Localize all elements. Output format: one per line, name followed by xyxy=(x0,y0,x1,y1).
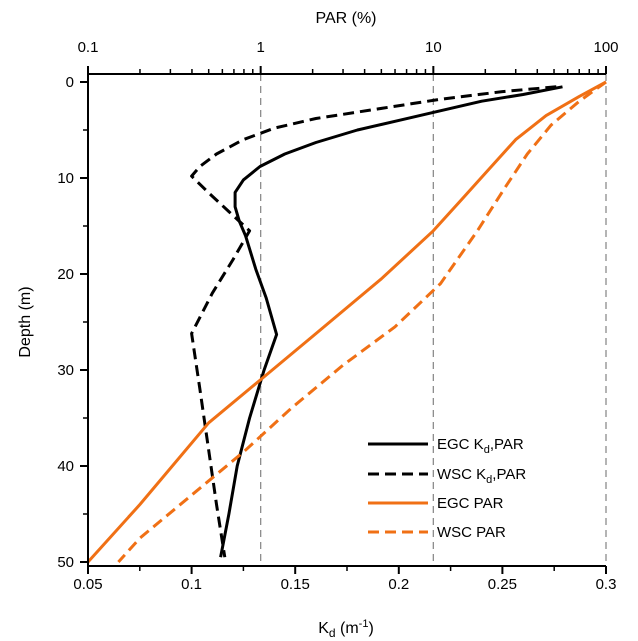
series-line-0 xyxy=(219,85,563,558)
legend-label-egc-kd: EGC Kd,PAR xyxy=(437,436,524,456)
bottom-tick-label-3: 0.2 xyxy=(388,576,409,593)
y-tick-label-2: 20 xyxy=(57,266,74,283)
series-line-3 xyxy=(117,80,607,564)
bottom-tick-label-0: 0.05 xyxy=(73,576,102,593)
grid-layer xyxy=(260,74,607,566)
top-tick-label-2: 10 xyxy=(425,39,442,56)
legend-label-wsc-kd: WSC Kd,PAR xyxy=(437,466,526,486)
top-tick-label-0: 0.1 xyxy=(78,39,99,56)
bottom-axis-title-end: ) xyxy=(368,620,373,637)
y-tick-label-5: 50 xyxy=(57,554,74,571)
axes-layer: 0.05 0.1 0.15 0.2 0.25 0.3 0.1 1 10 100 0 10 20 30 40 5… xyxy=(57,39,618,593)
legend-label-wsc-par: WSC PAR xyxy=(437,524,506,541)
y-tick-label-0: 0 xyxy=(66,74,74,91)
y-tick-label-3: 30 xyxy=(57,362,74,379)
y-tick-label-4: 40 xyxy=(57,458,74,475)
bottom-tick-label-4: 0.25 xyxy=(488,576,517,593)
series-layer xyxy=(86,80,607,564)
bottom-tick-label-5: 0.3 xyxy=(596,576,617,593)
top-tick-label-3: 100 xyxy=(593,39,618,56)
bottom-axis-title-rest: (m xyxy=(336,620,359,637)
legend: EGC Kd,PAR WSC Kd,PAR EGC PAR WSC PAR xyxy=(368,436,526,541)
bottom-axis-title: Kd (m-1) xyxy=(318,618,374,640)
top-axis-title: PAR (%) xyxy=(315,10,376,27)
legend-label-egc-par: EGC PAR xyxy=(437,495,504,512)
series-line-1 xyxy=(190,85,557,558)
bottom-axis-title-sup: -1 xyxy=(359,618,369,630)
y-axis-title: Depth (m) xyxy=(17,286,34,357)
series-line-2 xyxy=(86,80,607,564)
bottom-axis-title-sub: d xyxy=(329,626,336,640)
y-tick-label-1: 10 xyxy=(57,170,74,187)
top-tick-label-1: 1 xyxy=(256,39,264,56)
bottom-tick-label-1: 0.1 xyxy=(181,576,202,593)
bottom-tick-label-2: 0.15 xyxy=(281,576,310,593)
bottom-axis-title-main: K xyxy=(318,620,329,637)
